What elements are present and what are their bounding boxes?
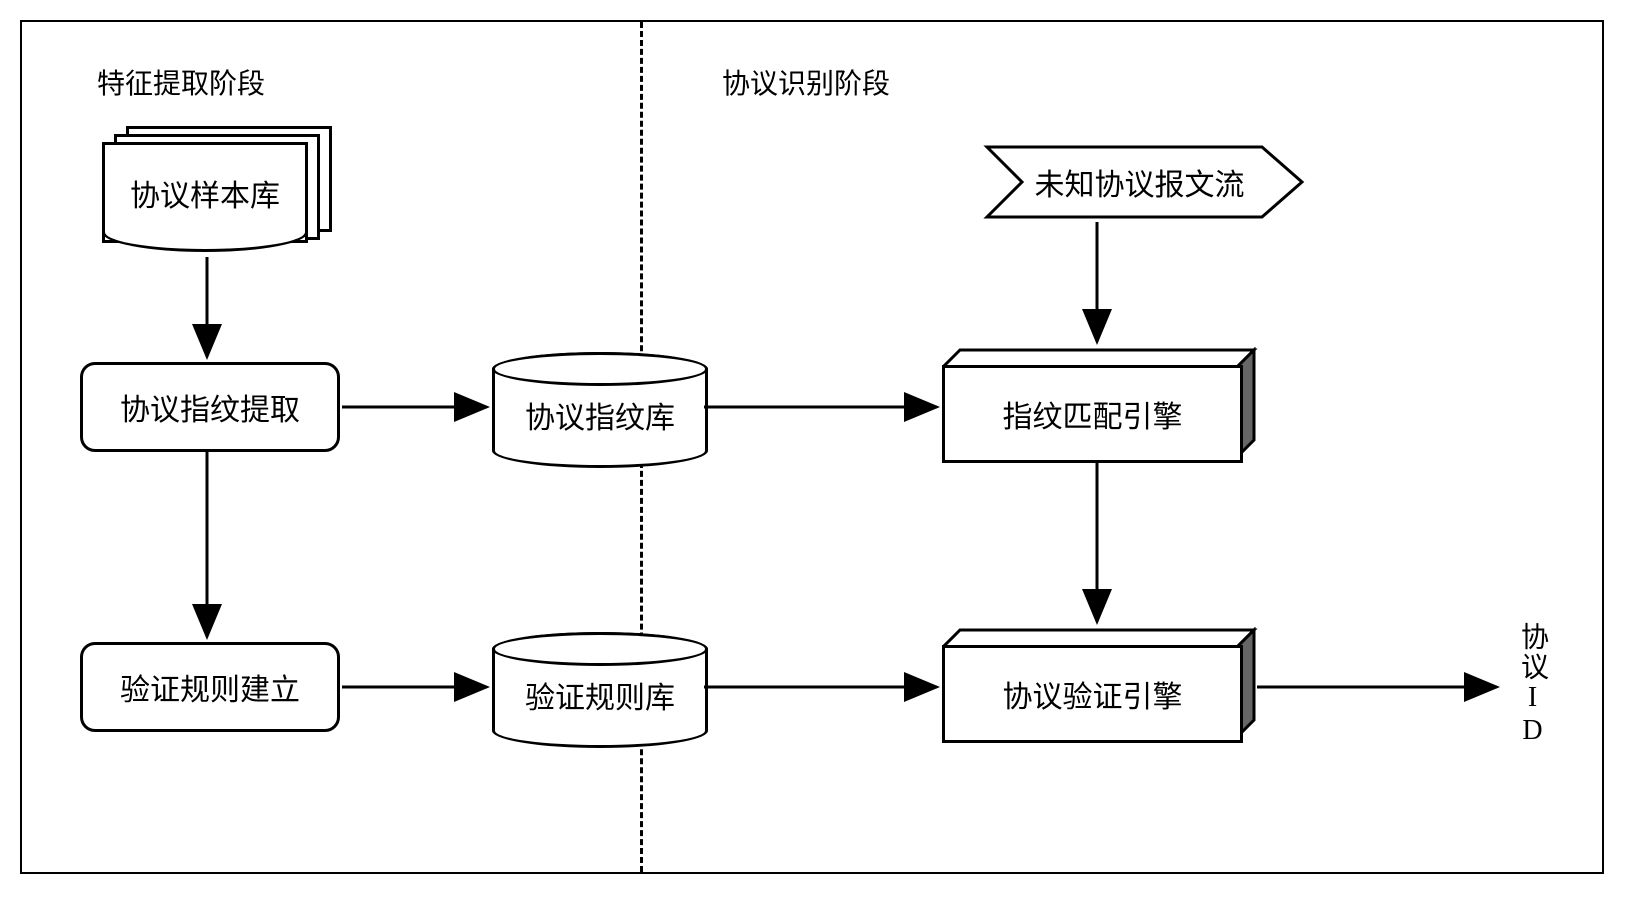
output-text: 协议ID: [1517, 622, 1548, 748]
phase-label-right: 协议识别阶段: [722, 62, 890, 102]
unknown-flow-label: 未知协议报文流: [1035, 160, 1245, 204]
match-engine-label: 指纹匹配引擎: [1003, 392, 1183, 436]
phase-label-left: 特征提取阶段: [97, 62, 265, 102]
diagram-frame: 特征提取阶段 协议识别阶段 协议样本库 协议指纹提取 验证规则建立 协议指纹库 …: [20, 20, 1604, 874]
rule-establish-label: 验证规则建立: [120, 665, 300, 709]
node-fingerprint-extract: 协议指纹提取: [80, 362, 340, 452]
node-fingerprint-db: 协议指纹库: [492, 352, 708, 468]
node-unknown-flow: 未知协议报文流: [987, 142, 1292, 222]
rule-db-label: 验证规则库: [525, 673, 675, 717]
fingerprint-extract-label: 协议指纹提取: [120, 385, 300, 429]
sample-library-label: 协议样本库: [130, 171, 280, 215]
node-rule-establish: 验证规则建立: [80, 642, 340, 732]
verify-engine-label: 协议验证引擎: [1003, 672, 1183, 716]
node-rule-db: 验证规则库: [492, 632, 708, 748]
fingerprint-db-label: 协议指纹库: [525, 393, 675, 437]
output-label: 协议ID: [1512, 622, 1552, 748]
